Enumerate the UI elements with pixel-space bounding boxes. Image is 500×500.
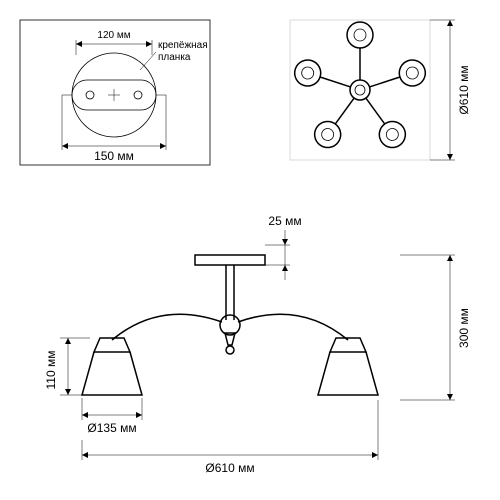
top-view-diameter-dim: Ø610 мм [430, 20, 471, 160]
plate-note-line2: планка [158, 52, 191, 63]
mounting-plate-detail: 120 мм крепёжная планка 150 мм [20, 20, 210, 165]
ceiling-gap-label: 25 мм [268, 214, 301, 228]
span-label: Ø610 мм [205, 461, 254, 475]
top-view-diameter-label: Ø610 мм [457, 65, 471, 114]
plate-inner-width-label: 120 мм [97, 30, 130, 41]
plate-width-label: 150 мм [94, 149, 134, 163]
left-shade [82, 338, 142, 395]
shade-diameter-label: Ø135 мм [87, 421, 136, 435]
top-view [290, 20, 430, 160]
height-label: 300 мм [457, 308, 471, 348]
plate-note-line1: крепёжная [158, 40, 208, 51]
technical-drawing: 120 мм крепёжная планка 150 мм [0, 0, 500, 500]
right-shade [318, 338, 378, 395]
side-view: 25 мм 110 мм [40, 200, 471, 490]
shade-height-label: 110 мм [44, 351, 58, 390]
top-view-arms [291, 22, 428, 153]
